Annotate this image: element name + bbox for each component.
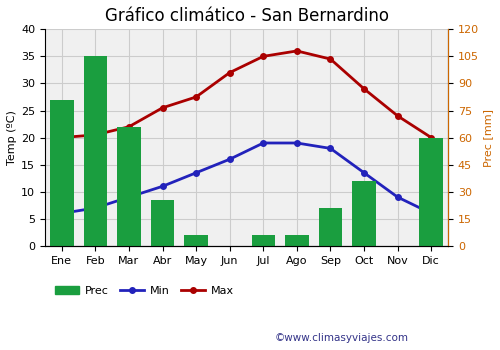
Text: ©www.climasyviajes.com: ©www.climasyviajes.com <box>275 333 409 343</box>
Bar <box>252 235 275 246</box>
Title: Gráfico climático - San Bernardino: Gráfico climático - San Bernardino <box>104 7 389 25</box>
Bar <box>151 200 174 246</box>
Bar <box>84 56 107 246</box>
Y-axis label: Prec [mm]: Prec [mm] <box>483 108 493 167</box>
Bar <box>318 208 342 246</box>
Legend: Prec, Min, Max: Prec, Min, Max <box>50 282 238 301</box>
Bar <box>50 100 74 246</box>
Bar <box>352 181 376 246</box>
Bar <box>285 235 308 246</box>
Y-axis label: Temp (ºC): Temp (ºC) <box>7 110 17 165</box>
Bar <box>117 127 140 246</box>
Bar <box>420 138 443 246</box>
Bar <box>184 235 208 246</box>
